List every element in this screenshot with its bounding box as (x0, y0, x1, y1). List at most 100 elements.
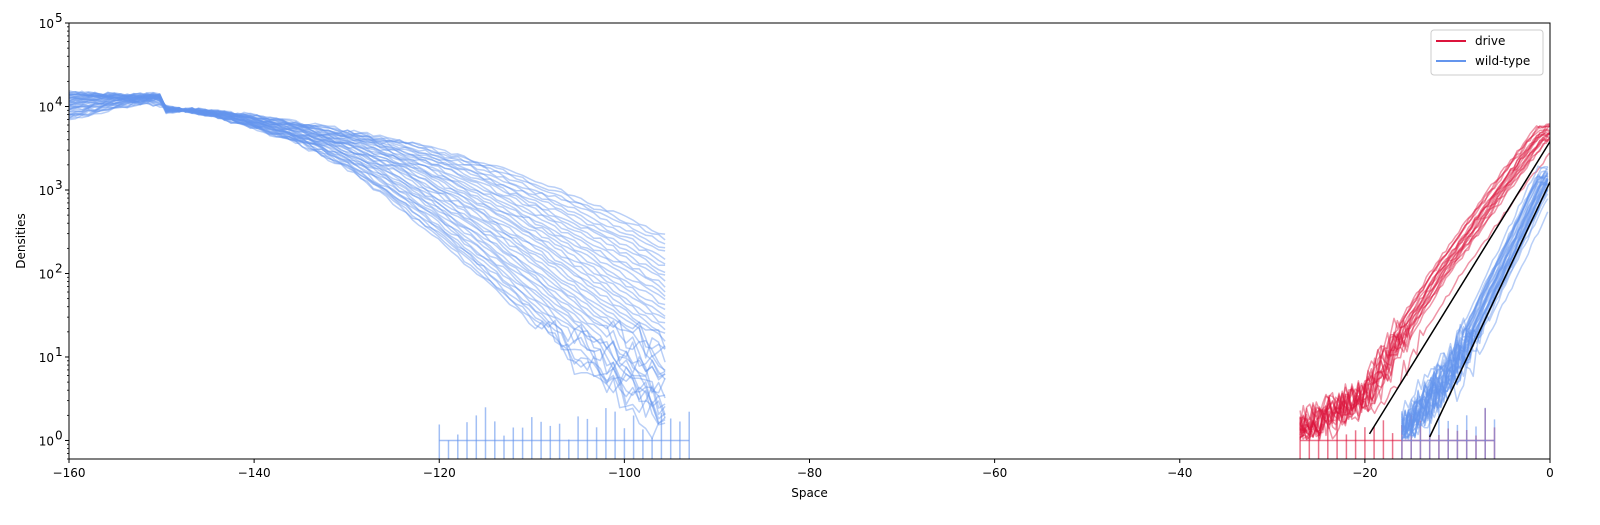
series-line (1401, 166, 1549, 428)
y-tick-exponent: 5 (55, 11, 63, 25)
series-line (69, 95, 666, 311)
series-line (69, 91, 666, 399)
series-line (69, 96, 666, 266)
series-line (69, 96, 666, 282)
series-line (69, 95, 666, 261)
y-tick-label: 10 (39, 267, 54, 281)
series-line (1401, 179, 1549, 441)
series-line (1401, 182, 1548, 430)
series-line (1401, 165, 1548, 418)
series-line (69, 91, 660, 440)
series-line (69, 92, 666, 398)
series-line (1401, 425, 1410, 439)
series-line (1401, 171, 1548, 434)
series-line (69, 92, 666, 350)
series-line (1306, 138, 1550, 441)
x-tick-label: −40 (1167, 466, 1192, 480)
series-drive-front (1299, 123, 1550, 459)
series-line (1318, 423, 1324, 441)
series-line (1302, 425, 1308, 434)
series-line (69, 94, 666, 342)
series-line (69, 92, 666, 371)
series-line (69, 94, 666, 276)
series-line (1299, 123, 1550, 428)
series-line (69, 98, 666, 249)
series-line (1299, 131, 1550, 441)
series-line (1299, 123, 1550, 428)
series-line (1299, 131, 1550, 438)
y-axis-label: Densities (14, 213, 28, 269)
series-line (1410, 421, 1419, 439)
series-line (1401, 181, 1548, 440)
series-line (1401, 182, 1548, 439)
series-line (69, 97, 666, 235)
series-line (69, 93, 666, 317)
series-line (1401, 173, 1549, 434)
series-line (1408, 178, 1549, 427)
series-line (1401, 172, 1548, 433)
y-tick-exponent: 0 (55, 428, 63, 442)
series-line (1305, 423, 1311, 431)
legend: drive wild-type (1430, 29, 1544, 76)
x-tick-label: −120 (423, 466, 456, 480)
x-tick-label: −160 (53, 466, 86, 480)
series-line (1302, 131, 1550, 434)
series-line (1401, 176, 1548, 427)
series-line (1404, 175, 1549, 430)
series-line (1401, 431, 1409, 440)
series-line (69, 95, 666, 301)
series-line (69, 94, 666, 293)
fit-line (1368, 141, 1550, 435)
series-line (1312, 424, 1318, 438)
series-line (69, 90, 666, 425)
series-line (1401, 175, 1548, 433)
series-wildtype-tail (69, 90, 690, 459)
fit-line (1429, 181, 1550, 438)
series-line (69, 97, 666, 252)
series-line (1423, 211, 1549, 427)
series-line (69, 91, 666, 419)
series-line (69, 92, 666, 380)
x-axis-label: Space (791, 486, 828, 500)
series-line (1299, 125, 1550, 433)
series-line (1299, 125, 1550, 428)
series-line (69, 92, 666, 363)
series-line (69, 93, 666, 372)
series-line (69, 92, 666, 349)
legend-label: drive (1475, 34, 1505, 48)
y-tick-label: 10 (39, 434, 54, 448)
series-line (69, 90, 666, 425)
series-line (1401, 177, 1549, 431)
x-tick-label: −100 (608, 466, 641, 480)
legend-label: wild-type (1475, 54, 1530, 68)
series-line (69, 95, 666, 306)
y-tick-exponent: 3 (55, 178, 63, 192)
series-line (1410, 432, 1416, 439)
series-line (1299, 434, 1307, 439)
series-line (69, 91, 666, 376)
x-tick-label: −140 (238, 466, 271, 480)
series-line (69, 95, 666, 274)
y-tick-label: 10 (39, 17, 54, 31)
series-line (1401, 178, 1549, 433)
series-line (1410, 179, 1549, 436)
plot-area (69, 90, 1550, 459)
series-line (1404, 183, 1549, 440)
series-line (1401, 173, 1549, 435)
series-line (1299, 138, 1550, 440)
series-line (1299, 136, 1550, 436)
series-line (69, 92, 666, 394)
series-line (1404, 183, 1548, 436)
series-line (1401, 198, 1549, 441)
series-line (1401, 193, 1549, 438)
series-line (69, 91, 666, 426)
series-line (1401, 166, 1549, 428)
series-line (69, 93, 666, 320)
series-line (1401, 173, 1549, 435)
y-tick-exponent: 4 (55, 94, 63, 108)
series-line (69, 97, 666, 241)
y-tick-exponent: 2 (55, 261, 63, 275)
x-tick-label: −60 (982, 466, 1007, 480)
y-tick-label: 10 (39, 351, 54, 365)
